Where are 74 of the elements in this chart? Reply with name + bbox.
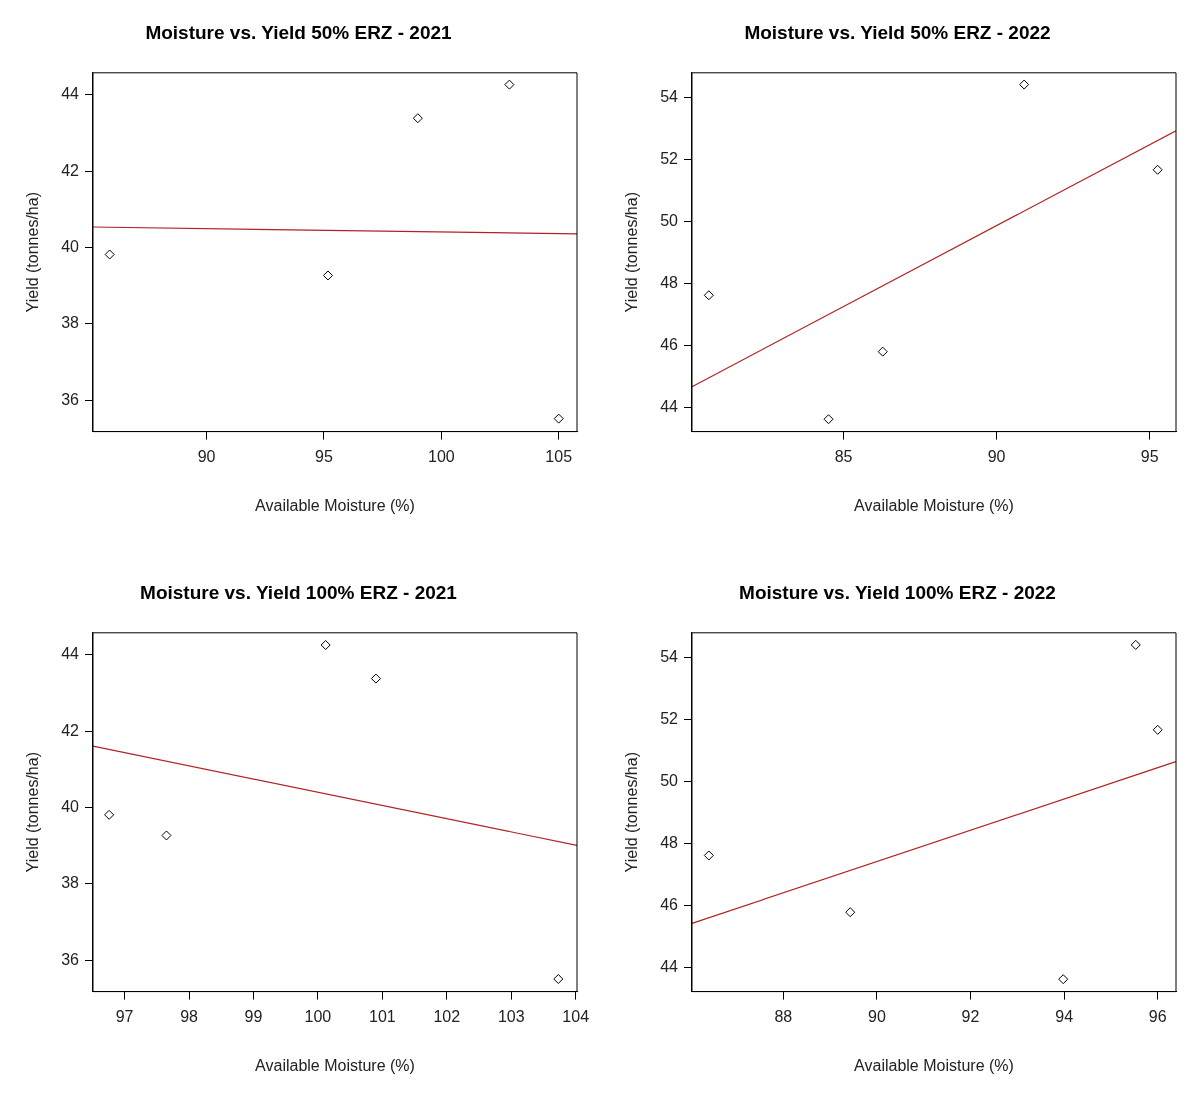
point — [1019, 79, 1030, 90]
x-tick-label: 99 — [244, 1007, 263, 1025]
y-tick-label: 44 — [660, 958, 679, 976]
x-axis-title: Available Moisture (%) — [854, 1056, 1014, 1074]
y-tick-label: 36 — [61, 390, 80, 408]
x-tick-label: 101 — [369, 1007, 396, 1025]
point — [104, 249, 115, 260]
x-tick-label: 90 — [987, 447, 1006, 465]
point — [877, 346, 888, 357]
point — [320, 640, 331, 651]
chart-title: Moisture vs. Yield 100% ERZ - 2022 — [739, 581, 1056, 603]
x-tick-label: 100 — [304, 1007, 332, 1025]
point — [1152, 164, 1163, 175]
y-tick-label: 44 — [61, 645, 80, 663]
y-axis-title: Yield (tonnes/ha) — [623, 192, 641, 313]
point — [1130, 639, 1141, 650]
point — [504, 79, 515, 90]
y-tick-label: 42 — [61, 161, 80, 179]
y-axis-title: Yield (tonnes/ha) — [623, 752, 641, 873]
chart-title: Moisture vs. Yield 50% ERZ - 2021 — [145, 21, 453, 43]
y-tick-label: 38 — [61, 874, 80, 892]
point — [322, 270, 333, 281]
x-axis-title: Available Moisture (%) — [854, 496, 1014, 514]
y-tick-label: 36 — [61, 950, 80, 968]
x-tick-label: 105 — [545, 447, 573, 465]
y-tick-label: 52 — [660, 150, 679, 168]
point — [370, 673, 381, 684]
y-tick-label: 40 — [61, 798, 80, 816]
x-tick-label: 92 — [961, 1007, 980, 1025]
point — [845, 907, 856, 918]
y-tick-label: 54 — [660, 648, 679, 666]
point — [823, 414, 834, 425]
y-tick-label: 48 — [660, 834, 679, 852]
chart-title: Moisture vs. Yield 100% ERZ - 2021 — [140, 581, 458, 603]
point — [703, 290, 714, 301]
x-tick-label: 94 — [1055, 1007, 1074, 1025]
point — [703, 850, 714, 861]
y-tick-label: 50 — [660, 212, 679, 230]
x-tick-label: 103 — [497, 1007, 525, 1025]
y-tick-label: 50 — [660, 772, 679, 790]
y-tick-label: 42 — [61, 721, 80, 739]
y-tick-label: 46 — [660, 336, 679, 354]
point — [553, 974, 564, 984]
x-tick-label: 100 — [427, 447, 455, 465]
x-axis-title: Available Moisture (%) — [255, 1056, 415, 1074]
y-tick-label: 38 — [61, 314, 80, 332]
y-axis-title: Yield (tonnes/ha) — [24, 752, 42, 873]
x-tick-label: 90 — [867, 1007, 886, 1025]
x-tick-label: 88 — [774, 1007, 793, 1025]
point — [412, 113, 423, 124]
point — [553, 413, 564, 424]
point — [1058, 974, 1069, 985]
chart-title: Moisture vs. Yield 50% ERZ - 2022 — [744, 21, 1051, 43]
y-tick-label: 48 — [660, 274, 679, 292]
y-tick-label: 46 — [660, 896, 679, 914]
y-axis-title: Yield (tonnes/ha) — [24, 192, 42, 313]
point — [1152, 724, 1163, 735]
x-tick-label: 104 — [562, 1007, 590, 1025]
x-tick-label: 85 — [834, 447, 853, 465]
y-tick-label: 40 — [61, 238, 80, 256]
y-tick-label: 54 — [660, 88, 679, 106]
x-tick-label: 90 — [197, 447, 216, 465]
point — [161, 830, 172, 841]
x-tick-label: 97 — [115, 1007, 134, 1025]
point — [104, 809, 115, 820]
y-tick-label: 44 — [660, 398, 679, 416]
x-tick-label: 102 — [433, 1007, 461, 1025]
y-tick-label: 44 — [61, 85, 80, 103]
x-axis-title: Available Moisture (%) — [255, 496, 415, 514]
x-tick-label: 95 — [315, 447, 333, 465]
y-tick-label: 52 — [660, 710, 679, 728]
x-tick-label: 95 — [1140, 447, 1159, 465]
x-tick-label: 98 — [180, 1007, 199, 1025]
x-tick-label: 96 — [1148, 1007, 1167, 1025]
